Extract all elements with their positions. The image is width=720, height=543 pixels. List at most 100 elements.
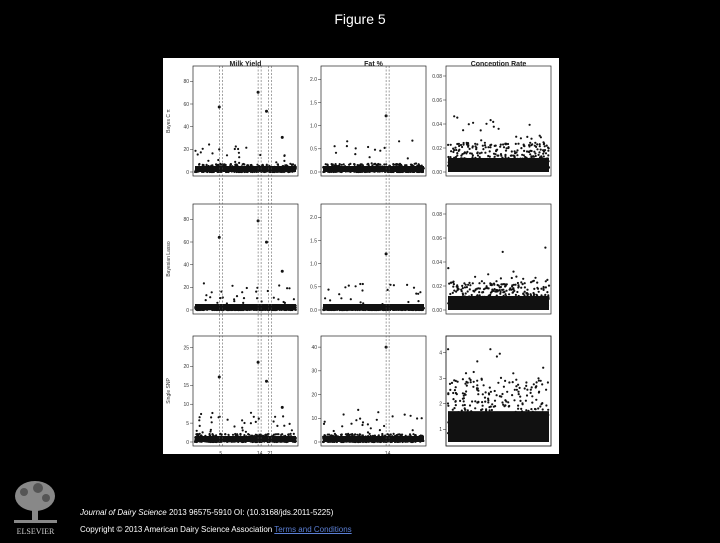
snp-point <box>474 407 477 410</box>
snp-point <box>499 376 503 379</box>
snp-point <box>489 146 492 149</box>
snp-point <box>493 155 496 158</box>
snp-point <box>510 150 513 153</box>
snp-point <box>515 275 518 278</box>
snp-point <box>204 299 207 302</box>
snp-dense-band <box>323 304 424 310</box>
snp-point <box>409 414 412 417</box>
snp-point <box>533 287 536 290</box>
snp-point <box>345 145 348 148</box>
snp-point <box>504 154 507 158</box>
snp-point <box>229 164 232 167</box>
snp-point <box>415 292 418 295</box>
snp-point <box>517 383 520 386</box>
snp-point <box>283 159 286 162</box>
snp-point <box>499 277 502 280</box>
snp-point <box>471 154 474 157</box>
snp-point <box>505 147 508 150</box>
y-tick-label: 80 <box>183 79 189 85</box>
snp-point <box>461 404 464 407</box>
snp-point <box>469 378 472 382</box>
snp-point <box>322 422 326 425</box>
y-tick-label: 0.06 <box>432 236 442 242</box>
snp-point <box>453 289 456 292</box>
snp-point <box>200 412 203 416</box>
row-ylabel: Bayesian Lasso <box>166 241 172 277</box>
snp-point <box>504 379 507 382</box>
snp-point <box>541 402 544 405</box>
snp-point <box>284 164 287 167</box>
snp-point <box>483 282 486 285</box>
snp-point <box>501 401 504 404</box>
snp-point <box>349 298 352 301</box>
snp-point <box>197 433 200 436</box>
snp-point <box>516 281 519 285</box>
snp-point <box>542 155 545 158</box>
y-tick-label: 0.04 <box>432 260 442 266</box>
snp-point <box>391 415 394 418</box>
snp-point <box>465 390 468 393</box>
snp-point <box>449 156 452 159</box>
snp-point <box>520 147 523 150</box>
terms-link[interactable]: Terms and Conditions <box>274 525 352 534</box>
snp-point <box>496 148 499 151</box>
snp-point <box>328 433 331 436</box>
snp-point <box>379 163 382 166</box>
snp-point <box>468 281 471 284</box>
snp-point <box>254 420 257 423</box>
snp-point <box>452 150 455 154</box>
snp-point <box>534 154 537 158</box>
snp-point <box>464 372 468 375</box>
snp-point <box>453 407 456 410</box>
snp-point <box>201 147 204 150</box>
snp-point <box>233 298 236 301</box>
snp-point <box>489 144 492 147</box>
snp-point <box>505 289 508 292</box>
snp-point <box>494 153 497 156</box>
snp-point <box>464 283 467 286</box>
snp-point <box>538 390 541 393</box>
snp-point <box>292 432 295 435</box>
snp-point <box>277 433 280 436</box>
snp-point <box>344 286 347 289</box>
snp-point <box>289 432 292 435</box>
snp-point <box>525 292 528 295</box>
x-tick-label: 21 <box>267 451 273 454</box>
snp-point <box>503 283 507 286</box>
snp-point <box>544 280 547 283</box>
snp-point <box>324 163 327 166</box>
snp-point <box>471 156 474 159</box>
snp-point <box>462 129 465 132</box>
snp-point <box>367 145 370 149</box>
snp-point <box>465 286 468 289</box>
snp-point <box>447 155 450 159</box>
snp-point <box>348 163 351 166</box>
snp-point <box>513 150 516 153</box>
snp-point <box>514 152 517 155</box>
snp-point <box>467 144 470 147</box>
snp-point <box>283 424 286 427</box>
snp-point <box>537 290 540 293</box>
snp-point <box>528 145 531 148</box>
snp-point <box>534 276 537 279</box>
snp-point <box>462 394 465 397</box>
snp-point <box>272 296 275 299</box>
snp-point <box>509 287 512 290</box>
snp-point <box>480 377 483 380</box>
snp-point <box>487 287 490 290</box>
snp-point <box>511 394 514 397</box>
snp-point <box>454 386 457 389</box>
snp-point <box>377 434 380 437</box>
snp-point <box>481 393 484 396</box>
slide-title: Figure 5 <box>334 11 386 27</box>
snp-point <box>472 385 475 388</box>
snp-point <box>353 433 356 436</box>
snp-point <box>481 144 484 147</box>
y-tick-label: 2.0 <box>310 77 317 83</box>
snp-point <box>457 149 460 152</box>
snp-point <box>417 300 420 303</box>
panel-frame <box>320 65 427 177</box>
snp-point <box>347 284 350 287</box>
snp-point <box>547 149 550 152</box>
snp-point <box>227 433 230 436</box>
